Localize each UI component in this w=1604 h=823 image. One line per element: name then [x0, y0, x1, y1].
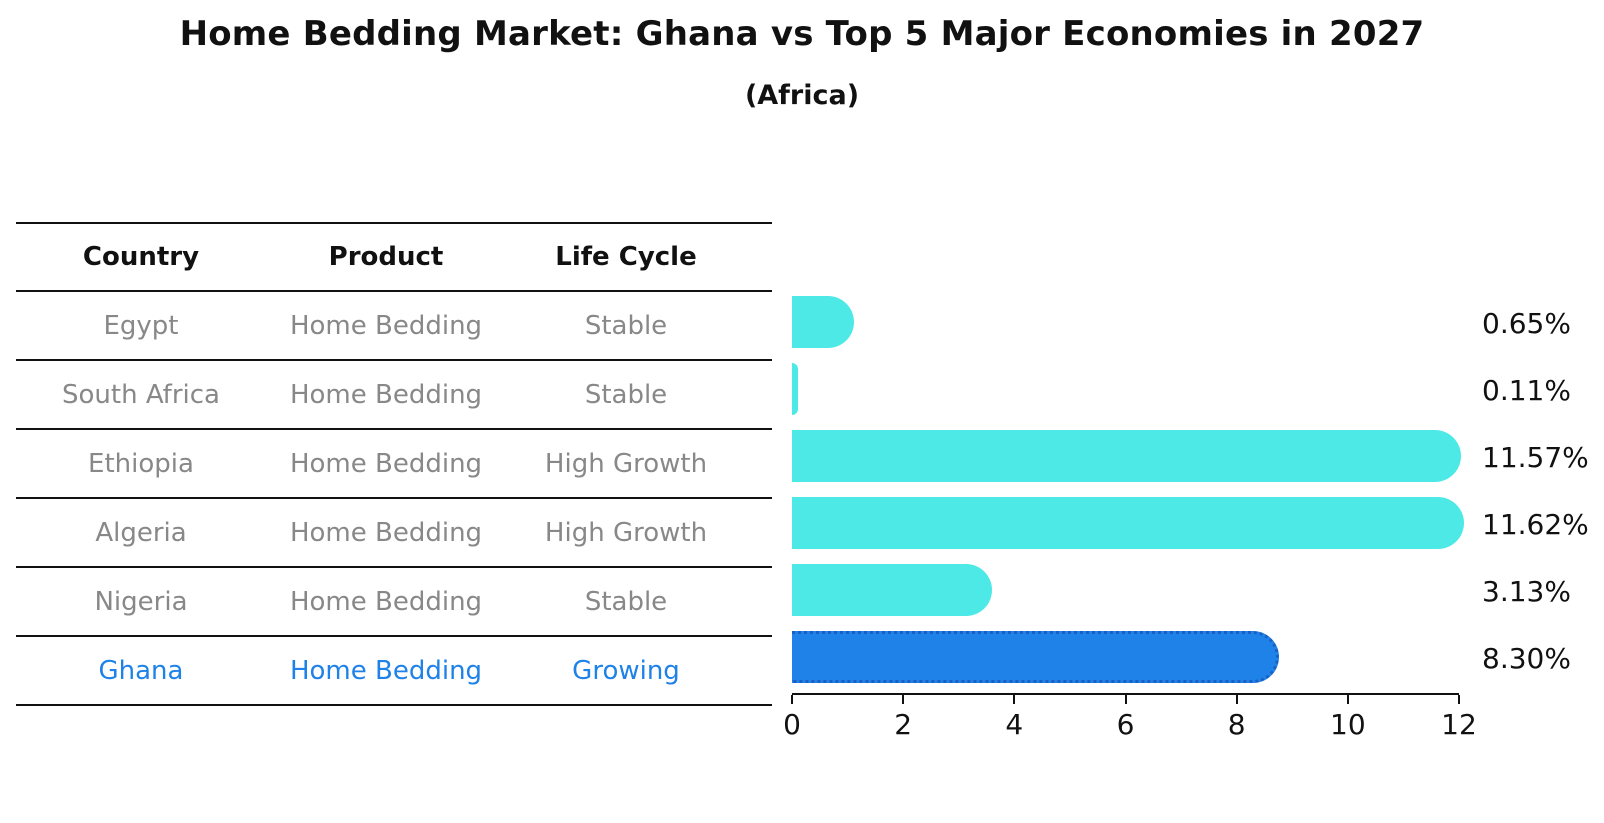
bar-value-label: 11.62% — [1482, 507, 1589, 541]
x-axis-tick — [1346, 695, 1349, 704]
table-cell-country: Algeria — [95, 517, 187, 548]
table-cell-product: Home Bedding — [289, 379, 483, 410]
x-axis-tick-label: 12 — [1441, 708, 1477, 741]
table-row: Ghana Home Bedding Growing — [16, 637, 772, 706]
x-axis-tick-label: 2 — [894, 708, 913, 741]
table-cell-country: Ghana — [98, 655, 184, 686]
table-cell-country: Egypt — [103, 310, 179, 341]
x-axis-tick — [791, 695, 793, 704]
table-cell-life-cycle: Stable — [584, 310, 668, 341]
bar-egypt — [792, 295, 855, 348]
table-cell-country: South Africa — [62, 379, 220, 410]
bar-nigeria — [792, 563, 992, 616]
table-header-row: Country Product Life Cycle — [16, 222, 772, 292]
table-cell-life-cycle: Stable — [584, 379, 668, 410]
bar-ghana — [792, 630, 1280, 683]
x-axis-line — [792, 693, 1459, 695]
x-axis-tick-label: 8 — [1227, 708, 1246, 741]
x-axis-tick-label: 6 — [1116, 708, 1135, 741]
table-row: Nigeria Home Bedding Stable — [16, 568, 772, 637]
table-cell-country: Ethiopia — [88, 448, 194, 479]
x-axis-tick — [902, 695, 905, 704]
x-axis-tick-label: 10 — [1330, 708, 1366, 741]
table-body: Egypt Home Bedding Stable South Africa Home … — [16, 292, 772, 706]
x-axis-tick — [1013, 695, 1016, 704]
table-row: Algeria Home Bedding High Growth — [16, 499, 772, 568]
table-row: Egypt Home Bedding Stable — [16, 292, 772, 361]
table-header-life-cycle: Life Cycle — [555, 242, 697, 272]
bar-algeria — [792, 496, 1464, 549]
bar-value-label: 0.65% — [1482, 306, 1571, 340]
bar-value-label: 0.11% — [1482, 373, 1571, 407]
table-cell-product: Home Bedding — [289, 517, 483, 548]
bar-value-label: 11.57% — [1482, 440, 1589, 474]
chart-title: Home Bedding Market: Ghana vs Top 5 Majo… — [179, 14, 1425, 54]
bar-value-label: 8.30% — [1482, 641, 1571, 675]
country-table: Country Product Life Cycle Egypt Home Bed… — [16, 222, 772, 706]
table-row: South Africa Home Bedding Stable — [16, 361, 772, 430]
table-cell-product: Home Bedding — [289, 448, 483, 479]
x-axis-tick — [1124, 695, 1127, 704]
x-axis-tick — [1235, 695, 1238, 704]
table-cell-product: Home Bedding — [289, 586, 483, 617]
x-axis-tick-label: 4 — [1005, 708, 1024, 741]
table-cell-life-cycle: High Growth — [544, 448, 708, 479]
table-cell-life-cycle: Stable — [584, 586, 668, 617]
plot-area — [792, 288, 1464, 690]
table-cell-life-cycle: Growing — [572, 655, 680, 686]
chart-subtitle: (Africa) — [744, 80, 860, 111]
table-cell-product: Home Bedding — [289, 655, 483, 686]
bar-ethiopia — [792, 429, 1462, 482]
table-cell-country: Nigeria — [94, 586, 188, 617]
x-axis-tick — [1458, 695, 1460, 704]
x-axis-tick-label: 0 — [783, 708, 801, 741]
table-cell-life-cycle: High Growth — [544, 517, 708, 548]
table-header-product: Product — [328, 242, 444, 272]
bar-value-label: 3.13% — [1482, 574, 1571, 608]
bar-south-africa — [792, 362, 799, 415]
table-row: Ethiopia Home Bedding High Growth — [16, 430, 772, 499]
table-cell-product: Home Bedding — [289, 310, 483, 341]
table-header-country: Country — [82, 242, 200, 272]
